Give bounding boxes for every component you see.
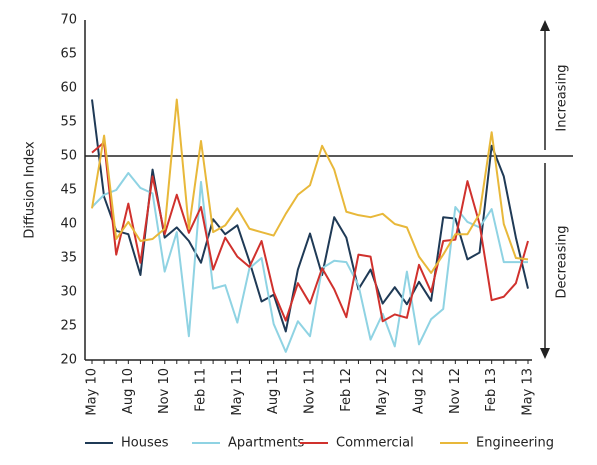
y-tick-label: 70 bbox=[60, 13, 77, 28]
x-tick-label: May 13 bbox=[521, 368, 536, 416]
x-tick-label: Feb 11 bbox=[194, 368, 209, 412]
series-line bbox=[91, 98, 529, 274]
x-tick-label: May 10 bbox=[85, 368, 100, 416]
legend-label: Houses bbox=[121, 436, 169, 451]
series-line bbox=[91, 172, 528, 353]
series-line bbox=[91, 99, 529, 333]
x-tick-label: May 11 bbox=[230, 368, 245, 416]
x-tick-label: Nov 12 bbox=[448, 368, 463, 414]
y-tick-label: 35 bbox=[60, 251, 77, 266]
y-tick-label: 50 bbox=[60, 149, 77, 164]
y-tick-label: 60 bbox=[60, 81, 77, 96]
y-tick-label: 65 bbox=[60, 47, 77, 62]
y-tick-label: 25 bbox=[60, 319, 77, 334]
y-tick-label: 55 bbox=[60, 115, 77, 130]
annotation: Increasing bbox=[555, 64, 570, 131]
x-tick-label: Aug 11 bbox=[266, 368, 281, 414]
y-tick-label: 45 bbox=[60, 183, 77, 198]
y-axis-label: Diffusion Index bbox=[23, 141, 38, 239]
x-tick-label: Aug 10 bbox=[121, 368, 136, 414]
x-tick-label: Nov 11 bbox=[303, 368, 318, 414]
y-tick-label: 40 bbox=[60, 217, 77, 232]
x-tick-label: Feb 13 bbox=[484, 368, 499, 412]
legend-label: Commercial bbox=[336, 436, 414, 451]
x-tick-label: Aug 12 bbox=[412, 368, 427, 414]
arrow-head bbox=[540, 348, 550, 359]
legend-label: Engineering bbox=[476, 436, 554, 451]
arrow-head bbox=[540, 20, 550, 31]
series-line bbox=[91, 141, 529, 323]
y-tick-label: 20 bbox=[60, 353, 77, 368]
annotation: Decreasing bbox=[555, 225, 570, 298]
x-tick-label: Feb 12 bbox=[339, 368, 354, 412]
legend-label: Apartments bbox=[228, 436, 305, 451]
x-tick-label: May 12 bbox=[375, 368, 390, 416]
y-tick-label: 30 bbox=[60, 285, 77, 300]
x-tick-label: Nov 10 bbox=[157, 368, 172, 414]
